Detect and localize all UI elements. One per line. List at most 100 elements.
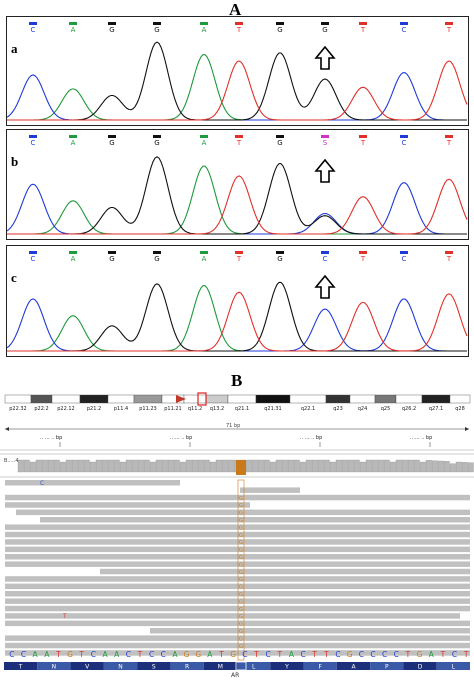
coverage-bar <box>47 459 54 473</box>
coverage-bar <box>65 459 72 473</box>
ideogram-location-marker <box>197 392 207 406</box>
coverage-bar <box>149 461 156 473</box>
cytoband-label: q24 <box>358 406 368 412</box>
trace-T-c <box>7 291 468 352</box>
coverage-bar <box>59 461 66 473</box>
reference-base: A <box>33 650 39 659</box>
amino-acid-label: L <box>452 664 456 671</box>
amino-acid-cell <box>4 662 38 670</box>
reference-base: T <box>253 650 259 659</box>
aligned-read <box>40 517 470 523</box>
base-call-c-10: T <box>443 251 455 263</box>
stray-base-t: T <box>63 613 67 620</box>
base-call-b-9: C <box>398 135 410 147</box>
mutation-arrow-icon <box>314 274 336 299</box>
amino-acid-label: S <box>152 664 156 671</box>
coverage-bar <box>251 459 258 473</box>
amino-acid-cell <box>336 662 371 670</box>
reference-base: T <box>323 650 329 659</box>
coverage-bar <box>209 461 216 473</box>
reference-base: T <box>276 650 282 659</box>
amino-acid-cell <box>103 662 138 670</box>
base-call-b-7: S <box>319 135 331 147</box>
coverage-bar <box>23 459 30 473</box>
trace-C-a <box>7 72 467 121</box>
reference-base: C <box>452 650 457 659</box>
read-mismatch-base: G <box>239 599 243 605</box>
cytoband-label: p11.23 <box>139 406 157 412</box>
cytoband-label: q11.2 <box>188 406 202 412</box>
aligned-read <box>5 635 470 641</box>
coverage-bar <box>17 459 24 473</box>
base-call-a-10: T <box>443 22 455 34</box>
read-mismatch-base: G <box>239 562 243 568</box>
cytoband-q11.2 <box>183 394 207 404</box>
reference-base: G <box>417 650 423 659</box>
aligned-read <box>5 591 470 597</box>
coverage-bar <box>353 459 360 473</box>
ruler-label: 71 bp <box>226 423 241 429</box>
cytoband-p11.4 <box>107 394 135 404</box>
read-mismatch-base: G <box>239 644 243 650</box>
chromatogram-trace-c <box>7 274 468 352</box>
coverage-bar <box>431 460 438 473</box>
reference-base: G <box>184 650 190 659</box>
coverage-bar <box>35 459 42 473</box>
aligned-read <box>240 487 300 493</box>
cytoband-label: q13.2 <box>210 406 224 412</box>
coverage-bar <box>293 459 300 473</box>
base-call-a-9: C <box>398 22 410 34</box>
reference-base: C <box>394 650 399 659</box>
coverage-bar <box>347 459 354 473</box>
cytoband-label: p22.32 <box>9 406 27 412</box>
read-mismatch-base: G <box>239 570 243 576</box>
amino-acid-cell <box>270 662 304 670</box>
base-call-b-2: G <box>106 135 118 147</box>
aligned-read <box>5 650 470 656</box>
reference-base: T <box>55 650 61 659</box>
reference-base: C <box>21 650 26 659</box>
aligned-read <box>5 480 180 486</box>
coverage-bar <box>257 459 264 473</box>
figure-label-b: B <box>231 371 243 390</box>
amino-acid-label: T <box>18 664 23 671</box>
amino-acid-cell <box>303 662 337 670</box>
reference-base: A <box>44 650 50 659</box>
trace-C-c <box>7 298 467 352</box>
centromere-icon <box>176 395 186 403</box>
cytoband-q27.1 <box>421 394 451 404</box>
coverage-bar <box>425 460 432 473</box>
coverage-bar <box>191 459 198 473</box>
base-call-b-3: G <box>151 135 163 147</box>
base-call-b-10: T <box>443 135 455 147</box>
reference-base: G <box>347 650 353 659</box>
reference-base: T <box>218 650 224 659</box>
amino-acid-cell <box>237 662 271 670</box>
ruler-tick-label: .. ... .. bp <box>40 435 62 441</box>
stray-base-c: C <box>40 480 45 487</box>
coverage-bar <box>383 459 390 473</box>
cytoband-label: p22.2 <box>34 406 48 412</box>
coverage-bar <box>113 459 120 473</box>
coverage-bar <box>323 459 330 473</box>
reference-base: A <box>172 650 178 659</box>
cytoband-label: p22.12 <box>57 406 75 412</box>
read-mismatch-base: G <box>239 540 243 546</box>
coverage-bar <box>143 459 150 473</box>
coverage-bar <box>71 459 78 473</box>
read-mismatch-base: G <box>239 577 243 583</box>
amino-acid-label: R <box>185 664 189 671</box>
coverage-bar <box>227 459 234 473</box>
reference-base: A <box>114 650 120 659</box>
reference-base: C <box>370 650 375 659</box>
coverage-bar <box>455 461 462 473</box>
reference-base: T <box>78 650 84 659</box>
base-call-c-6: G <box>274 251 286 263</box>
base-call-b-6: G <box>274 135 286 147</box>
reference-base: G <box>230 650 236 659</box>
read-mismatch-base: G <box>239 511 243 517</box>
coverage-bar <box>389 461 396 473</box>
amino-acid-cell <box>170 662 204 670</box>
amino-acid-label: Y <box>284 664 289 671</box>
reference-base: C <box>300 650 305 659</box>
